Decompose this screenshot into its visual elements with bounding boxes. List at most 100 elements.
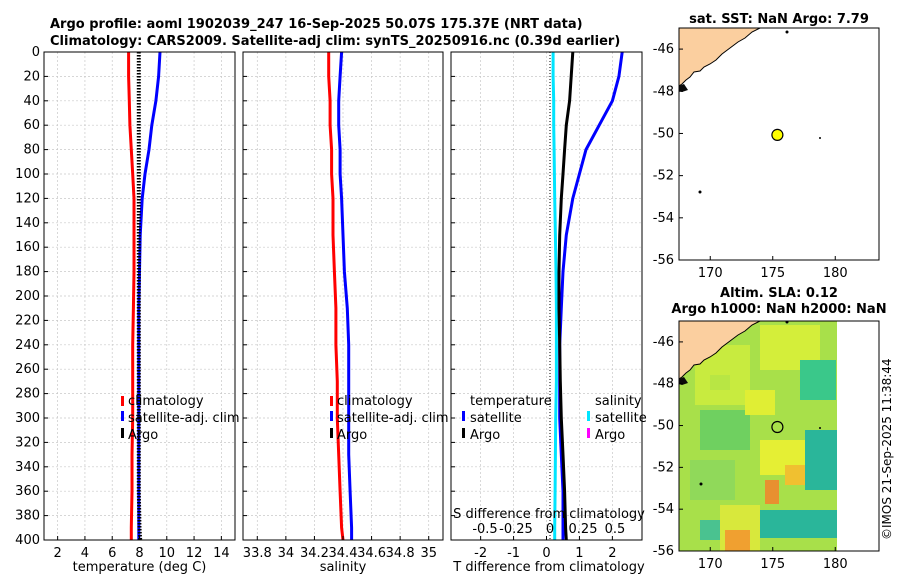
temperature-xlabel: temperature (deg C) <box>73 560 207 575</box>
x-tick-label: 2 <box>54 546 62 561</box>
map-x-tick-label: 175 <box>760 557 785 572</box>
sst-map: sat. SST: NaN Argo: 7.79 170 175 180 -46 -48… <box>653 12 880 281</box>
map-y-tick-label: -54 <box>653 502 674 517</box>
y-tick-label: 140 <box>15 216 40 231</box>
y-tick-label: 160 <box>15 240 40 255</box>
legend-label-satellite: satellite-adj. clim <box>128 411 240 426</box>
difference-legend: temperature satellite Argo salinity sate… <box>462 394 647 443</box>
y-tick-label: 240 <box>15 338 40 353</box>
sst-map-frame <box>678 27 880 261</box>
map-x-tick-label: 175 <box>760 266 785 281</box>
imos-watermark: ©IMOS 21-Sep-2025 11:38:44 <box>880 358 894 540</box>
y-tick-label: 300 <box>15 411 40 426</box>
salinity-climatology-line <box>327 52 345 540</box>
small-island <box>698 190 702 194</box>
legend-swatch-t-argo <box>462 428 465 438</box>
map-y-tick-label: -56 <box>653 253 674 268</box>
x-tick-label: 4 <box>81 546 89 561</box>
sla-map-frame <box>678 320 880 552</box>
difference-axes-frame <box>450 51 643 541</box>
coast-fragment <box>679 84 688 92</box>
new-zealand-land <box>679 321 761 380</box>
x-tick-label: 34.6 <box>357 546 386 561</box>
x-tick-label: 33.8 <box>243 546 272 561</box>
salinity-diff-satellite-line <box>551 52 558 540</box>
temperature-diff-argo-line <box>557 52 575 540</box>
sst-map-background <box>679 28 879 260</box>
legend-label-satellite: satellite-adj. clim <box>337 411 449 426</box>
map-x-tick-label: 180 <box>823 557 848 572</box>
legend-swatch-climatology <box>330 396 333 406</box>
x-tick-label: 34.8 <box>386 546 415 561</box>
y-tick-label: 380 <box>15 509 40 524</box>
y-tick-label: 320 <box>15 435 40 450</box>
temperature-diff-satellite-line <box>558 52 624 540</box>
y-tick-label: 260 <box>15 362 40 377</box>
x-tick-label: 12 <box>186 546 203 561</box>
legend-swatch-t-satellite <box>462 411 465 421</box>
x-tick-label: 34 <box>278 546 295 561</box>
sla-map-title-line2: Argo h1000: NaN h2000: NaN <box>671 302 886 317</box>
map-y-tick-label: -52 <box>653 460 674 475</box>
y-tick-label: 0 <box>32 45 40 60</box>
map-y-tick-label: -46 <box>653 335 674 350</box>
legend-label-t-argo: Argo <box>470 428 500 443</box>
temperature-ticks: 0 20 40 60 80 100 120 140 160 180 200 220 240 260 280 3… <box>15 45 229 561</box>
temperature-panel: 0 20 40 60 80 100 120 140 160 180 200 220 240 260 280 3… <box>15 45 239 575</box>
sla-map-title-line1: Altim. SLA: 0.12 <box>720 286 838 301</box>
temperature-climatology-line <box>127 52 136 540</box>
small-island <box>699 482 703 486</box>
salinity-legend: climatology satellite-adj. clim Argo <box>330 394 449 443</box>
map-y-tick-label: -46 <box>653 42 674 57</box>
legend-swatch-argo <box>121 428 124 438</box>
legend-swatch-s-argo <box>587 428 590 438</box>
y-tick-label: 120 <box>15 191 40 206</box>
x-tick-label: 2 <box>608 546 616 561</box>
secondary-tick-label: 0.5 <box>605 522 626 537</box>
x-tick-label: 34.2 <box>300 546 329 561</box>
legend-swatch-argo <box>330 428 333 438</box>
small-island <box>785 321 789 324</box>
figure-title-line2: Climatology: CARS2009. Satellite-adj cli… <box>50 34 620 49</box>
y-tick-label: 280 <box>15 387 40 402</box>
legend-label-argo: Argo <box>128 428 158 443</box>
argo-position-marker <box>771 128 784 141</box>
salinity-xlabel: salinity <box>320 560 367 575</box>
y-tick-label: 80 <box>23 143 40 158</box>
map-y-tick-label: -54 <box>653 211 674 226</box>
coast-fragment <box>679 377 688 385</box>
secondary-tick-label: 0.25 <box>569 522 598 537</box>
x-tick-label: 6 <box>108 546 116 561</box>
map-y-tick-label: -48 <box>653 377 674 392</box>
legend-swatch-satellite <box>330 411 333 421</box>
x-tick-label: -2 <box>474 546 487 561</box>
x-tick-label: 10 <box>159 546 176 561</box>
legend-label-s-satellite: satellite <box>595 411 647 426</box>
legend-swatch-s-satellite <box>587 411 590 421</box>
x-tick-label: 14 <box>213 546 230 561</box>
legend-label-argo: Argo <box>337 428 367 443</box>
small-island <box>785 30 789 34</box>
y-tick-label: 60 <box>23 118 40 133</box>
y-tick-label: 220 <box>15 313 40 328</box>
map-x-tick-label: 180 <box>823 266 848 281</box>
x-tick-label: 34.4 <box>329 546 358 561</box>
temperature-argo-line <box>136 52 143 540</box>
new-zealand-land <box>679 28 761 87</box>
legend-label-t-satellite: satellite <box>470 411 522 426</box>
sst-map-title: sat. SST: NaN Argo: 7.79 <box>689 12 869 27</box>
salinity-panel: 33.8 34 34.2 34.4 34.6 34.8 35 salinity climat… <box>242 51 449 575</box>
temperature-axes-frame <box>43 51 236 541</box>
argo-position-marker <box>771 420 784 434</box>
x-tick-label: 0 <box>542 546 550 561</box>
secondary-tick-label: -0.25 <box>499 522 533 537</box>
y-tick-label: 20 <box>23 69 40 84</box>
x-tick-label: 8 <box>135 546 143 561</box>
secondary-tick-label: -0.5 <box>472 522 497 537</box>
y-tick-label: 180 <box>15 265 40 280</box>
difference-xlabel: T difference from climatology <box>452 560 645 575</box>
figure-title-line1: Argo profile: aoml 1902039_247 16-Sep-20… <box>50 17 583 32</box>
small-island <box>819 427 821 429</box>
x-tick-label: 35 <box>420 546 437 561</box>
